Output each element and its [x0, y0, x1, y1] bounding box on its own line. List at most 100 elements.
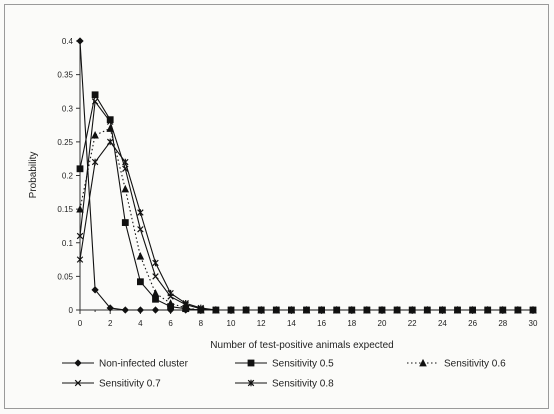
- x-tick-label: 24: [438, 319, 447, 328]
- series-3: [76, 124, 537, 314]
- legend-label-1: Non-infected cluster: [99, 359, 189, 370]
- series-1-point: [151, 306, 160, 314]
- x-tick-label: 14: [287, 319, 296, 328]
- series-5-point: [257, 306, 265, 314]
- series-5-point: [122, 158, 129, 166]
- x-tick-label: 12: [257, 319, 266, 328]
- y-tick-label: 0: [69, 306, 74, 315]
- x-tick-label: 18: [347, 319, 356, 328]
- series-5-point: [273, 306, 280, 314]
- series-5-point: [333, 306, 340, 314]
- y-tick-label: 0.4: [62, 37, 74, 46]
- series-1-point: [106, 304, 114, 312]
- series-4-point: [76, 232, 84, 240]
- series-5-point: [197, 304, 205, 312]
- series-5-point: [167, 289, 174, 297]
- series-5-point: [529, 306, 537, 314]
- series-3-point: [166, 299, 175, 307]
- series-5-point: [469, 306, 476, 314]
- series-5-point: [424, 306, 431, 314]
- legend-marker-4: [74, 379, 82, 387]
- series-1-point: [91, 286, 99, 294]
- legend: Non-infected cluster Sensitivity 0.5 Sensi…: [62, 359, 506, 390]
- series-5-point: [439, 306, 446, 314]
- series-5-point: [242, 306, 250, 314]
- series-4: [76, 98, 537, 314]
- legend-label-2: Sensitivity 0.5: [272, 359, 334, 370]
- series-5: [76, 138, 537, 314]
- series-5-point: [393, 306, 401, 314]
- y-axis-title: Probability: [28, 152, 39, 199]
- y-tick-label: 0.3: [62, 104, 74, 113]
- legend-label-4: Sensitivity 0.7: [99, 379, 161, 390]
- x-tick-label: 4: [138, 319, 143, 328]
- series-5-point: [137, 209, 144, 216]
- legend-marker-5: [247, 379, 255, 387]
- series-2-point: [91, 91, 99, 99]
- legend-label-5: Sensitivity 0.8: [272, 379, 334, 390]
- series-5-point: [408, 306, 416, 314]
- series-2-point: [152, 295, 159, 303]
- series-5-point: [484, 306, 491, 314]
- y-tick-label: 0.25: [57, 138, 73, 147]
- series-2: [76, 91, 537, 314]
- series-1: [76, 37, 537, 314]
- series-5-point: [212, 306, 220, 314]
- series-1-line: [79, 40, 533, 311]
- series-layer: [76, 37, 537, 314]
- series-5-point: [76, 256, 84, 263]
- series-4-point: [137, 226, 144, 233]
- y-tick-label: 0.05: [57, 272, 73, 281]
- series-5-point: [182, 299, 189, 307]
- series-5-point: [378, 306, 386, 314]
- series-1-point: [136, 306, 145, 314]
- x-tick-label: 22: [408, 319, 417, 328]
- series-2-point: [121, 219, 129, 226]
- series-5-point: [227, 306, 235, 314]
- legend-marker-2: [247, 359, 255, 367]
- series-5-point: [152, 259, 159, 267]
- x-tick-label: 16: [317, 319, 326, 328]
- y-tick-label: 0.35: [57, 71, 73, 80]
- series-4-point: [106, 118, 114, 125]
- series-3-point: [136, 252, 145, 260]
- legend-item-5: Sensitivity 0.8: [235, 379, 334, 390]
- legend-item-2: Sensitivity 0.5: [235, 359, 334, 370]
- x-tick-label: 0: [78, 319, 83, 328]
- series-4-line: [79, 100, 533, 311]
- legend-item-3: Sensitivity 0.6: [407, 359, 506, 370]
- series-4-point: [91, 98, 99, 105]
- series-1-point: [121, 306, 129, 314]
- series-2-point: [76, 165, 84, 173]
- series-3-point: [91, 131, 99, 139]
- series-1-point: [76, 37, 84, 45]
- series-3-point: [76, 204, 84, 213]
- x-tick-label: 2: [108, 319, 113, 328]
- series-3-point: [106, 124, 114, 132]
- legend-item-1: Non-infected cluster: [62, 359, 189, 370]
- x-tick-label: 28: [498, 319, 507, 328]
- series-5-point: [91, 158, 99, 166]
- x-axis-title: Number of test-positive animals expected: [210, 340, 393, 351]
- legend-marker-3: [419, 358, 427, 367]
- x-tick-label: 6: [168, 319, 173, 328]
- x-tick-label: 26: [468, 319, 477, 328]
- series-2-line: [79, 93, 533, 311]
- series-5-point: [288, 306, 295, 314]
- series-5-point: [514, 306, 522, 314]
- x-tick-label: 30: [529, 319, 538, 328]
- series-3-point: [151, 289, 160, 297]
- chart-frame: [4, 4, 549, 409]
- axes: 0 2 4 6 8 10 12 14 16 18 20 22 24 26 28 3000.050.10.150…: [57, 37, 538, 328]
- series-5-point: [106, 138, 114, 146]
- y-tick-label: 0.1: [62, 239, 74, 248]
- series-3-line: [79, 127, 533, 311]
- series-3-point: [181, 303, 190, 312]
- x-tick-label: 10: [227, 319, 236, 328]
- y-tick-label: 0.15: [57, 205, 73, 214]
- series-3-point: [121, 184, 130, 193]
- series-5-line: [79, 140, 533, 311]
- y-tick-label: 0.2: [62, 172, 74, 181]
